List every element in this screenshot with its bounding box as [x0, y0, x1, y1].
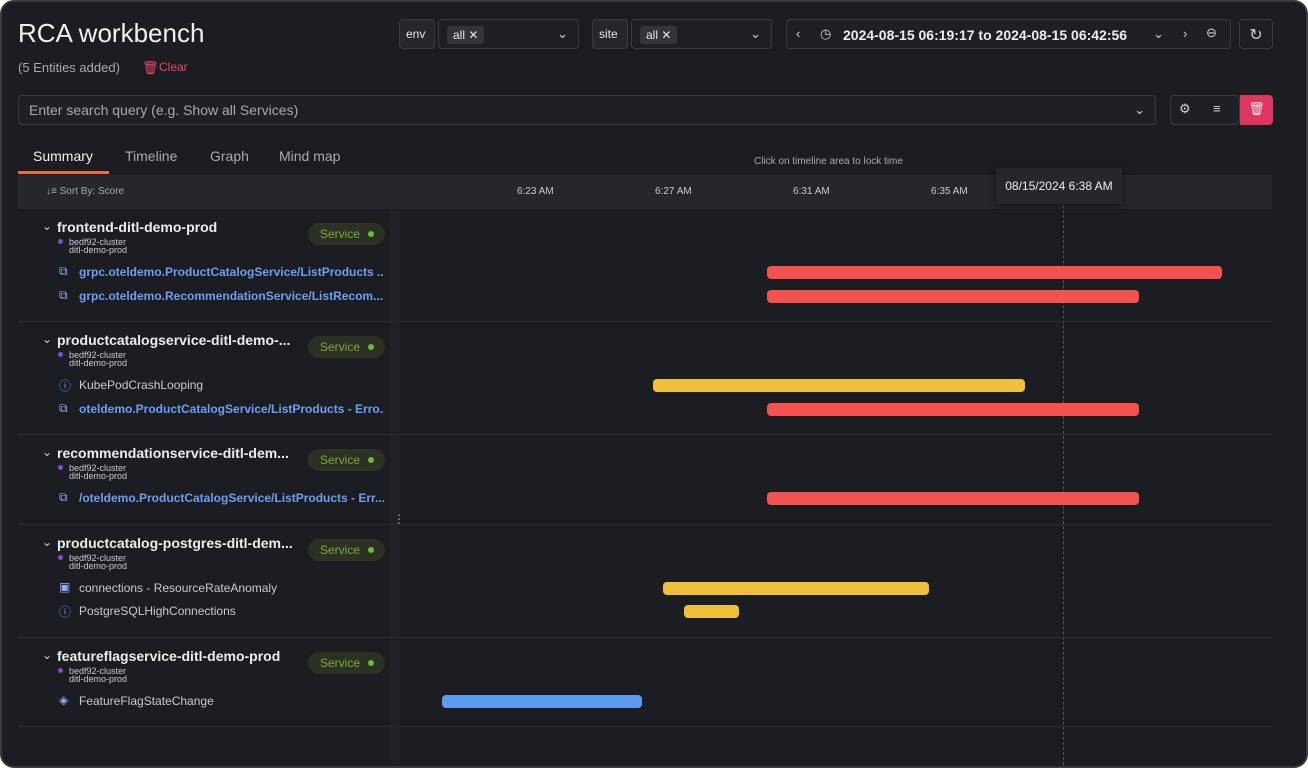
badge-text: Service [320, 453, 361, 467]
dot [58, 352, 63, 357]
entity-badge: Service [308, 449, 385, 471]
title: RCA workbench [18, 18, 205, 48]
entity-cluster: bedf92-cluster [69, 463, 127, 473]
hint: Click on timeline area to lock time [754, 156, 903, 167]
entity-namespace: ditl-demo-prod [69, 471, 128, 481]
entity-namespace: ditl-demo-prod [69, 245, 128, 255]
subtitle: (5 Entities added) [18, 60, 120, 75]
entity-row: ⌄ featureflagservice-ditl-demo-prod bedf92… [18, 638, 1272, 727]
tab-underline [18, 171, 109, 174]
splitter-handle[interactable]: ⋮ [393, 512, 405, 526]
entity-row: ⌄ productcatalogservice-ditl-demo-... bedf… [18, 322, 1272, 435]
badge-dot [368, 457, 374, 463]
item-icon: ⓘ [59, 379, 72, 393]
entity-badge: Service [308, 223, 385, 245]
item-label[interactable]: grpc.oteldemo.RecommendationService/List… [79, 288, 384, 303]
item-icon: ⧉ [59, 264, 68, 278]
entity-name: productcatalog-postgres-ditl-dem... [57, 534, 293, 551]
entity-badge: Service [308, 651, 385, 674]
delete-button[interactable]: 🗑 [1240, 95, 1273, 125]
filter-label: site [592, 19, 628, 49]
item-icon: ◈ [59, 692, 69, 707]
entity-cluster: bedf92-cluster [69, 552, 127, 563]
item-label[interactable]: oteldemo.ProductCatalogService/ListProdu… [79, 401, 384, 416]
badge-dot [368, 659, 374, 666]
item-icon: ⧉ [59, 400, 68, 415]
timeline-bar [442, 694, 643, 708]
search-placeholder: Enter search query (e.g. Show all Servic… [29, 102, 299, 118]
item-label[interactable]: /oteldemo.ProductCatalogService/ListProd… [79, 491, 384, 505]
item-icon: ⓘ [59, 605, 72, 619]
chevron: ⌄ [42, 219, 53, 233]
item-label: FeatureFlagStateChange [79, 693, 214, 708]
dot [58, 465, 63, 470]
badge-text: Service [320, 655, 361, 670]
timeline-bar [663, 581, 929, 595]
entity-row: ⌄ frontend-ditl-demo-prod bedf92-cluster di… [18, 209, 1272, 322]
toolbar[interactable]: ⚙ ≡ [1170, 95, 1240, 125]
tab[interactable]: Graph [210, 148, 249, 164]
badge-dot [368, 546, 374, 553]
timeline-bar [652, 379, 1026, 392]
item-label[interactable]: grpc.oteldemo.ProductCatalogService/List… [79, 265, 384, 279]
item-icon: ▣ [59, 579, 71, 594]
entity-badge: Service [308, 336, 385, 358]
filter-value: all [453, 28, 466, 42]
sort-label[interactable]: ↓≡ Sort By: Score [46, 186, 125, 197]
timeline-header [18, 175, 1272, 209]
clear-button[interactable]: Clear [159, 60, 188, 74]
clear-icon[interactable]: 🗑 [142, 60, 159, 75]
item-icon: ⧉ [59, 287, 68, 302]
timeline-bar [766, 402, 1140, 416]
chevron: ⌄ [42, 534, 53, 549]
timeline-bar [683, 605, 739, 618]
time-range-text: 2024-08-15 06:19:17 to 2024-08-15 06:42:… [843, 27, 1128, 43]
badge-text: Service [320, 340, 361, 354]
entity-cluster: bedf92-cluster [69, 237, 127, 247]
item-icon: ⧉ [59, 490, 68, 504]
entity-name: recommendationservice-ditl-dem... [57, 445, 289, 461]
entity-name: featureflagservice-ditl-demo-prod [57, 647, 281, 664]
entity-name: frontend-ditl-demo-prod [57, 219, 218, 235]
badge-text: Service [320, 542, 361, 557]
filter-select[interactable]: all ✕ ⌄ [631, 19, 772, 49]
splitter[interactable] [390, 209, 400, 764]
badge-text: Service [320, 227, 361, 241]
entity-namespace: ditl-demo-prod [69, 358, 128, 368]
dot [58, 554, 63, 560]
item-label: KubePodCrashLooping [79, 378, 204, 392]
entity-row: ⌄ productcatalog-postgres-ditl-dem... bedf… [18, 525, 1272, 638]
entity-cluster: bedf92-cluster [69, 350, 127, 360]
filter-label: env [399, 19, 435, 49]
tab[interactable]: Mind map [279, 148, 341, 164]
cursor-line [1063, 175, 1065, 765]
chevron: ⌄ [42, 647, 53, 662]
dot [58, 667, 63, 673]
entity-namespace: ditl-demo-prod [69, 673, 128, 684]
chevron: ⌄ [42, 445, 53, 459]
entity-name: productcatalogservice-ditl-demo-... [57, 332, 291, 348]
entity-badge: Service [308, 538, 385, 561]
tab[interactable]: Summary [33, 148, 93, 164]
refresh-button[interactable]: ↻ [1239, 19, 1273, 49]
entity-row: ⌄ recommendationservice-ditl-dem... bedf92… [18, 435, 1272, 525]
item-label: connections - ResourceRateAnomaly [79, 580, 278, 595]
filter-select[interactable]: all ✕ ⌄ [438, 19, 579, 49]
entity-cluster: bedf92-cluster [69, 665, 127, 676]
entity-namespace: ditl-demo-prod [69, 560, 128, 571]
chevron: ⌄ [42, 332, 53, 346]
badge-dot [368, 231, 374, 237]
time-range[interactable]: ‹ ◷ 2024-08-15 06:19:17 to 2024-08-15 06… [786, 19, 1231, 49]
timeline-bar [766, 289, 1140, 303]
sort-text: Sort By: Score [59, 186, 125, 197]
dot [58, 239, 63, 244]
search-input[interactable]: Enter search query (e.g. Show all Servic… [18, 95, 1156, 125]
item-label: PostgreSQLHighConnections [79, 604, 236, 618]
tab[interactable]: Timeline [125, 148, 178, 164]
timeline-bar [766, 492, 1140, 505]
badge-dot [368, 344, 374, 350]
filter-value: all [646, 28, 659, 42]
timeline-bar [766, 266, 1222, 279]
